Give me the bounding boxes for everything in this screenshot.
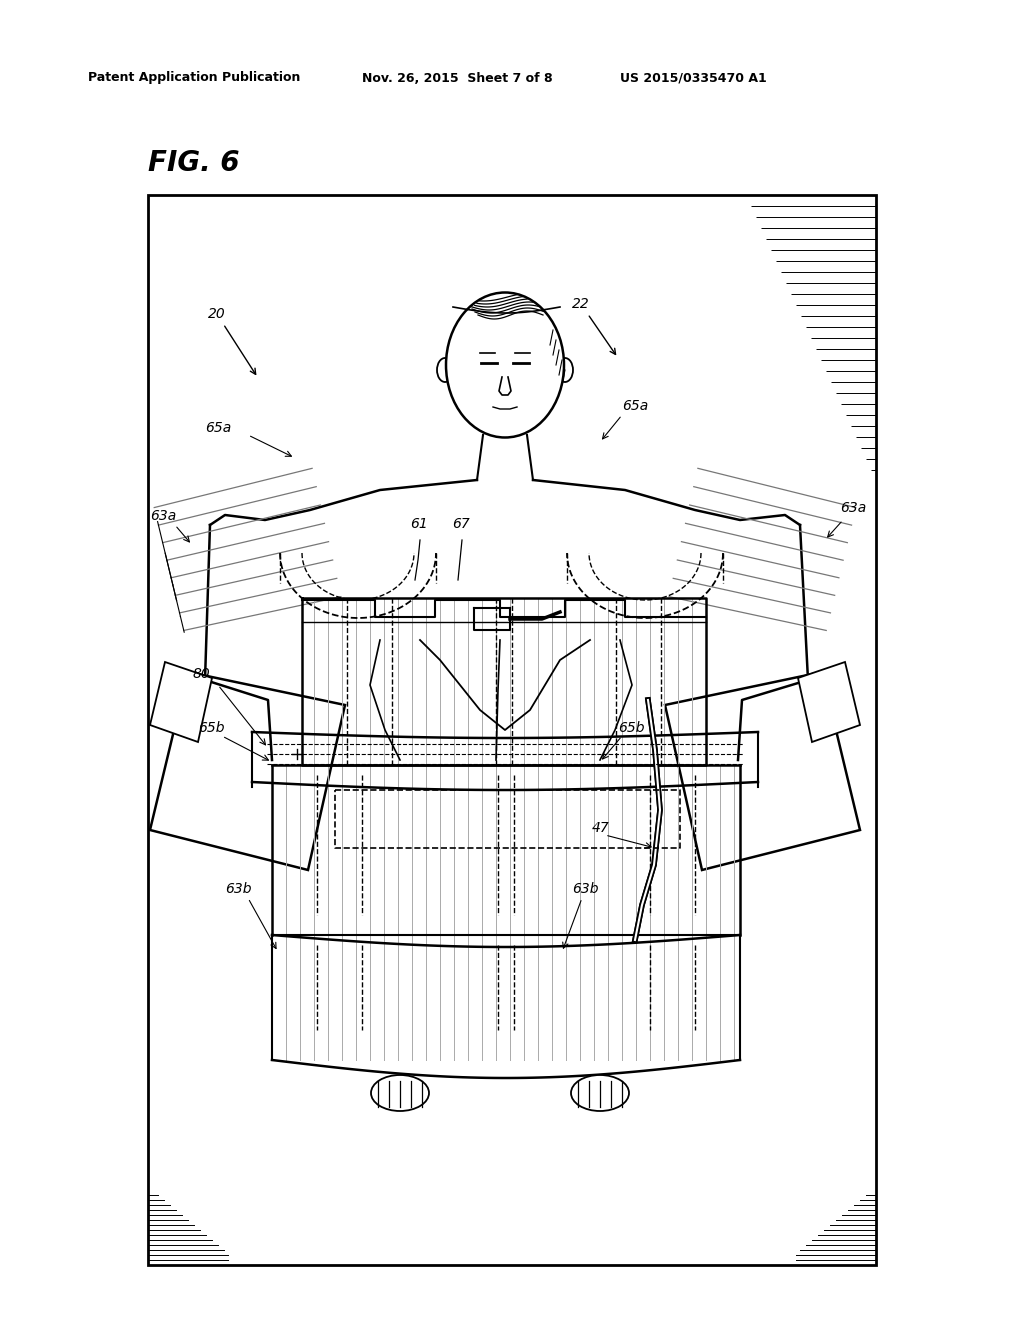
Bar (148, 195, 876, 1265)
Ellipse shape (557, 358, 573, 381)
Text: 63a: 63a (150, 510, 176, 523)
Text: 61: 61 (410, 517, 428, 531)
Ellipse shape (446, 293, 564, 437)
Text: US 2015/0335470 A1: US 2015/0335470 A1 (620, 71, 767, 84)
Text: 20: 20 (208, 308, 256, 375)
Text: 63b: 63b (225, 882, 252, 896)
Text: 65a: 65a (205, 421, 231, 436)
Text: Nov. 26, 2015  Sheet 7 of 8: Nov. 26, 2015 Sheet 7 of 8 (362, 71, 553, 84)
Ellipse shape (437, 358, 453, 381)
Polygon shape (665, 672, 860, 870)
Ellipse shape (371, 1074, 429, 1111)
Text: 80: 80 (193, 667, 211, 681)
Text: 67: 67 (452, 517, 470, 531)
Polygon shape (150, 672, 345, 870)
Text: 63b: 63b (572, 882, 598, 896)
Text: 65b: 65b (618, 721, 644, 735)
Text: 63a: 63a (840, 502, 866, 515)
Text: Patent Application Publication: Patent Application Publication (88, 71, 300, 84)
Polygon shape (150, 663, 212, 742)
Ellipse shape (571, 1074, 629, 1111)
Text: 65a: 65a (622, 399, 648, 413)
Text: 22: 22 (572, 297, 615, 355)
Polygon shape (798, 663, 860, 742)
Text: FIG. 6: FIG. 6 (148, 149, 240, 177)
Text: 65b: 65b (198, 721, 224, 735)
Text: 47: 47 (592, 821, 609, 836)
